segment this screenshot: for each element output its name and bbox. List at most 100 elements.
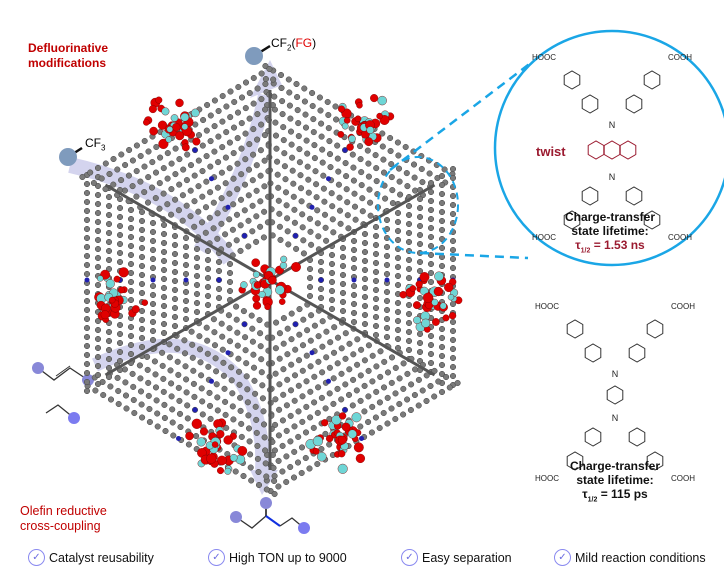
framework-atom <box>144 366 151 373</box>
framework-atom <box>350 309 358 317</box>
framework-atom <box>182 315 190 323</box>
framework-atom <box>141 137 148 145</box>
framework-atom <box>179 217 186 224</box>
framework-atom <box>372 277 380 285</box>
cluster-atom <box>170 114 179 122</box>
framework-atom <box>284 215 291 222</box>
framework-atom <box>226 190 233 197</box>
framework-atom <box>318 133 325 140</box>
framework-atom <box>302 429 310 436</box>
framework-atom <box>350 164 357 171</box>
framework-atom <box>83 360 91 368</box>
framework-atom <box>277 236 284 243</box>
framework-atom <box>242 334 249 341</box>
framework-atom <box>388 379 395 386</box>
framework-atom <box>275 432 282 439</box>
framework-atom <box>339 244 347 252</box>
framework-atom <box>189 354 196 361</box>
framework-atom <box>438 334 446 342</box>
framework-atom <box>226 338 234 345</box>
framework-atom <box>211 97 218 104</box>
framework-atom <box>210 225 217 232</box>
framework-atom <box>335 168 342 175</box>
framework-atom <box>295 382 302 389</box>
framework-atom <box>235 368 243 375</box>
framework-atom <box>271 472 278 480</box>
framework-atom <box>204 292 212 300</box>
framework-atom <box>328 287 336 295</box>
framework-atom <box>127 242 135 250</box>
framework-atom <box>274 158 281 165</box>
framework-atom <box>380 169 388 176</box>
framework-atom <box>204 265 212 273</box>
framework-atom <box>130 383 137 390</box>
framework-atom <box>284 351 291 358</box>
framework-atom <box>275 184 282 191</box>
framework-atom <box>358 346 365 353</box>
framework-atom <box>306 215 314 222</box>
framework-atom <box>105 355 113 363</box>
framework-atom <box>359 195 366 202</box>
framework-atom <box>438 226 446 234</box>
phenyl-ring <box>584 427 602 447</box>
framework-atom <box>266 65 273 73</box>
framework-atom <box>281 163 288 170</box>
framework-atom <box>283 478 290 486</box>
cluster-atom <box>166 126 174 133</box>
framework-atom <box>358 182 365 189</box>
framework-atom <box>423 372 430 379</box>
framework-atom <box>242 130 249 137</box>
framework-atom <box>285 241 292 248</box>
framework-atom <box>260 408 267 415</box>
framework-atom <box>376 424 383 432</box>
framework-atom <box>299 418 306 425</box>
framework-atom <box>127 233 135 241</box>
framework-atom <box>275 483 282 490</box>
framework-atom <box>338 396 345 403</box>
framework-atom <box>288 336 295 343</box>
framework-atom <box>127 350 135 358</box>
framework-atom <box>357 156 364 163</box>
nitrogen-atom <box>351 277 357 283</box>
framework-atom <box>288 310 295 317</box>
framework-atom <box>405 328 413 336</box>
framework-atom <box>160 248 168 256</box>
framework-atom <box>167 367 174 374</box>
cluster-atom <box>211 441 219 448</box>
framework-atom <box>287 463 294 471</box>
framework-atom <box>449 300 457 308</box>
nitrogen-atom <box>342 407 348 413</box>
framework-atom <box>330 349 338 356</box>
framework-atom <box>204 256 212 264</box>
framework-atom <box>83 333 91 341</box>
framework-atom <box>107 383 114 390</box>
framework-atom <box>276 330 283 337</box>
framework-atom <box>122 379 129 386</box>
framework-atom <box>83 288 91 296</box>
framework-atom <box>336 207 344 214</box>
framework-atom <box>116 204 124 212</box>
cluster-atom <box>399 291 407 299</box>
framework-atom <box>394 335 402 343</box>
cluster-atom <box>191 418 202 429</box>
framework-atom <box>218 320 225 327</box>
framework-atom <box>369 352 376 359</box>
cluster-atom <box>412 301 421 310</box>
zr-cluster <box>399 271 463 333</box>
cluster-atom <box>346 143 354 151</box>
framework-atom <box>171 277 179 285</box>
framework-atom <box>410 161 418 168</box>
framework-atom <box>107 396 115 403</box>
framework-atom <box>215 294 223 302</box>
framework-atom <box>387 147 394 155</box>
framework-atom <box>219 118 226 125</box>
framework-atom <box>384 369 392 376</box>
carboxyl-label: COOH <box>668 233 692 242</box>
framework-atom <box>138 217 146 225</box>
framework-atom <box>348 125 355 132</box>
framework-atom <box>351 190 358 197</box>
framework-atom <box>345 225 352 232</box>
framework-atom <box>305 189 312 196</box>
framework-atom <box>314 460 321 468</box>
